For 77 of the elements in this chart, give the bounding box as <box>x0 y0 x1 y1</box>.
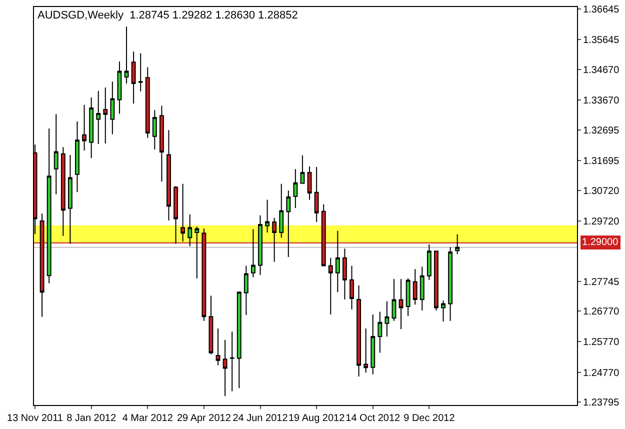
candlestick <box>152 110 157 150</box>
candlestick <box>342 248 347 300</box>
x-tick-label: 9 Dec 2012 <box>404 413 456 424</box>
candlestick <box>398 278 404 330</box>
x-tick-label: 29 Apr 2012 <box>176 413 232 424</box>
candlestick <box>356 284 362 378</box>
candlestick <box>250 228 256 278</box>
candlestick <box>406 278 410 316</box>
candlestick <box>138 52 143 92</box>
y-tick-label: 1.26770 <box>583 306 620 318</box>
candlestick <box>208 295 214 355</box>
y-tick-label: 1.32695 <box>583 125 620 136</box>
y-tick-label: 1.24770 <box>583 368 620 379</box>
candlestick <box>244 265 248 316</box>
candlestick <box>350 265 354 310</box>
candlestick <box>286 190 291 258</box>
candlestick <box>279 183 284 238</box>
y-tick-label: 1.25770 <box>583 337 620 348</box>
candlestick <box>384 300 390 337</box>
x-tick-label: 19 Aug 2012 <box>288 413 346 424</box>
candlestick <box>236 291 242 389</box>
y-tick-label: 1.23795 <box>583 398 620 409</box>
y-tick-label: 1.30720 <box>583 186 620 197</box>
candlestick <box>455 234 460 255</box>
y-tick-label: 1.36645 <box>583 4 620 16</box>
candlestick <box>68 154 72 244</box>
candlestick <box>60 146 66 236</box>
y-tick-label: 1.34670 <box>583 64 620 76</box>
y-tick-label: 1.33670 <box>583 96 620 106</box>
candlestick <box>420 266 424 311</box>
candlestick <box>392 278 396 322</box>
candlestick <box>145 66 150 138</box>
y-tick-label: 1.27745 <box>583 276 620 288</box>
candlestick <box>131 51 136 104</box>
x-tick-label: 8 Jan 2012 <box>66 413 116 424</box>
x-tick-label: 4 Mar 2012 <box>122 413 174 424</box>
candlestick <box>103 86 108 144</box>
candlestick <box>46 128 52 284</box>
candlestick <box>426 244 432 280</box>
candlestick <box>166 129 171 222</box>
candlestick <box>110 81 115 135</box>
candlestick <box>300 154 305 184</box>
x-tick-label: 14 Oct 2012 <box>346 413 401 424</box>
candlestick <box>75 120 80 193</box>
y-tick-label: 1.35645 <box>583 35 620 46</box>
candlestick <box>194 226 200 279</box>
candlestick <box>335 230 340 293</box>
candlestick <box>159 105 164 182</box>
candlestick <box>82 104 86 151</box>
candlestick <box>89 97 94 159</box>
candlestick <box>258 214 262 276</box>
y-tick-label: 1.31695 <box>583 156 620 167</box>
candlestick <box>222 339 228 397</box>
candlestick <box>117 60 122 114</box>
chart-title: AUDSGD,Weekly 1.28745 1.29282 1.28630 1.28852 <box>38 9 298 22</box>
candlestick <box>188 214 192 247</box>
candlestick <box>307 166 312 200</box>
candlestick <box>370 314 376 375</box>
candlestick <box>441 300 446 322</box>
y-tick-label: 1.29720 <box>583 216 620 228</box>
x-tick-label: 13 Nov 2011 <box>7 413 64 424</box>
candlestick <box>328 257 333 315</box>
candlestick <box>314 166 319 223</box>
candlestick <box>293 168 298 208</box>
candlestick <box>96 90 101 145</box>
candlestick <box>434 250 438 311</box>
candlestick <box>54 114 58 195</box>
candlestick <box>230 331 234 392</box>
candlestick <box>378 311 382 354</box>
candlestick <box>412 268 418 306</box>
candlestick <box>265 199 270 233</box>
x-tick-label: 24 Jun 2012 <box>232 413 288 424</box>
candlestick <box>216 328 220 366</box>
candlestick <box>364 328 368 374</box>
ref-line-label: 1.29000 <box>582 237 619 248</box>
candlestick <box>124 26 129 84</box>
candlestick <box>448 246 453 322</box>
